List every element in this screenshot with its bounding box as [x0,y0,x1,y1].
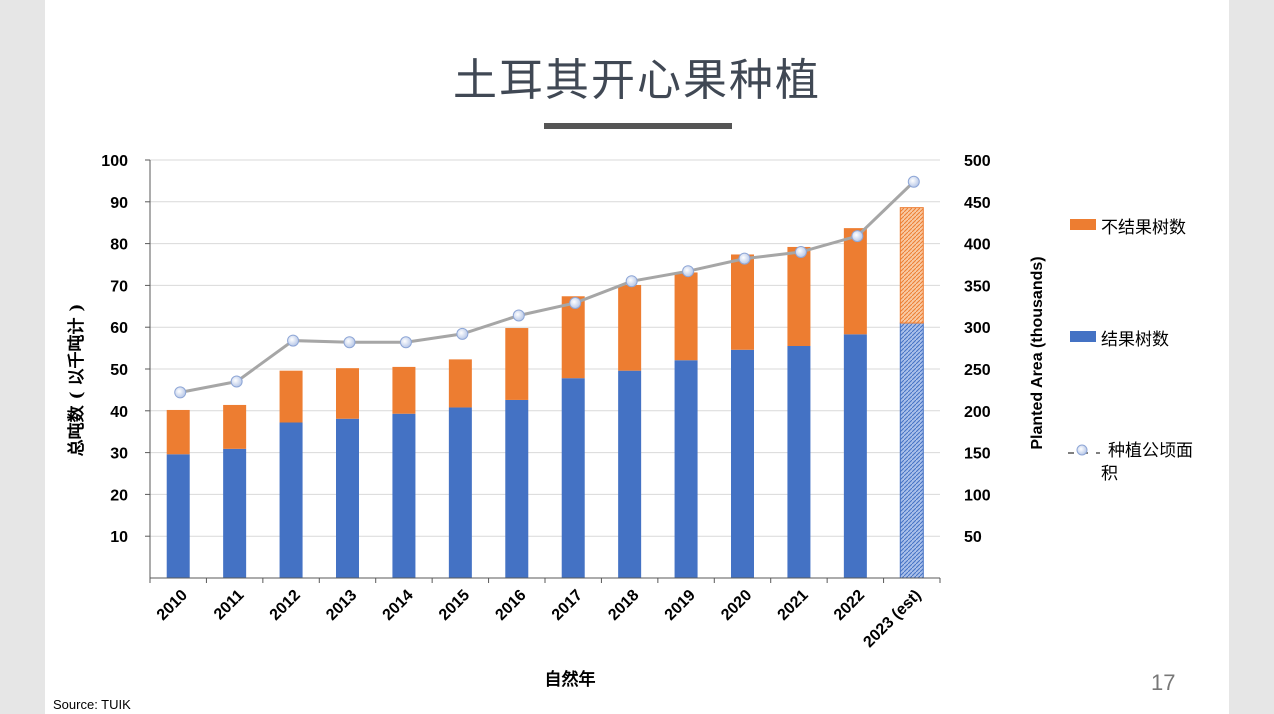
page-number: 17 [1151,670,1176,695]
bar-bearing-trees [561,378,585,578]
bar-nonbearing-trees [223,404,247,449]
x-tick-label: 2022 [831,587,868,624]
x-tick-label: 2021 [775,587,812,624]
x-tick-label: 2012 [267,587,304,624]
title-underline [544,123,732,129]
x-tick-label: 2023 (est) [860,587,924,651]
bar-nonbearing-trees [787,246,811,347]
y-axis-left-title: 总吨数 ( 以千吨计 ) [66,304,87,457]
legend-marker-area [1076,444,1088,456]
bar-nonbearing-trees [505,328,529,400]
y-left-tick-label: 60 [110,320,128,337]
bar-nonbearing-trees [618,284,642,371]
bar-bearing-trees [899,322,924,579]
bar-bearing-trees [505,399,529,578]
x-tick-label: 2015 [436,587,473,624]
bar-bearing-trees [843,334,867,578]
y-left-tick-label: 40 [110,404,128,421]
y-right-tick-label: 350 [964,278,991,295]
x-tick-label: 2019 [662,587,699,624]
x-tick-label: 2010 [154,587,191,624]
bar-bearing-trees [448,407,472,578]
bar-nonbearing-trees [843,228,867,335]
bar-bearing-trees [336,418,359,578]
bar-bearing-trees [731,349,754,578]
bar-nonbearing-trees [899,207,924,324]
bar-bearing-trees [279,422,303,578]
bar-nonbearing-trees [448,359,472,408]
x-tick-label: 2013 [323,587,360,624]
x-tick-label: 2020 [718,587,755,624]
bar-bearing-trees [166,454,190,578]
planted-area-point [512,309,525,322]
legend-label-area-line1: 种植公顷面 [1108,441,1193,461]
y-left-tick-label: 70 [110,278,128,295]
y-left-tick-label: 100 [101,153,128,170]
bar-nonbearing-trees [561,296,585,379]
y-left-tick-label: 20 [110,487,128,504]
legend-label-bearing: 结果树数 [1101,330,1169,350]
planted-area-point [230,375,243,388]
bar-nonbearing-trees [279,370,303,423]
bar-bearing-trees [787,346,811,578]
legend-swatch-nonbearing [1070,219,1096,230]
planted-area-point [456,327,469,340]
y-right-tick-label: 300 [964,320,991,337]
planted-area-point [682,265,695,278]
y-left-tick-label: 50 [110,362,128,379]
legend-label-nonbearing: 不结果树数 [1101,218,1186,238]
bar-nonbearing-trees [731,254,754,350]
bar-nonbearing-trees [336,368,359,419]
y-right-tick-label: 400 [964,237,991,254]
y-right-tick-label: 100 [964,487,991,504]
bar-bearing-trees [223,448,247,578]
bar-nonbearing-trees [674,272,698,361]
y-left-tick-label: 10 [110,529,128,546]
legend-label-area-line2: 积 [1101,464,1118,484]
x-tick-label: 2018 [605,587,642,624]
x-tick-label: 2017 [549,587,586,624]
bar-bearing-trees [618,370,642,578]
planted-area-point [343,336,356,349]
y-right-tick-label: 200 [964,404,991,421]
planted-area-point [399,336,412,349]
x-tick-label: 2016 [492,587,529,624]
planted-area-point [907,175,920,188]
y-left-tick-label: 80 [110,237,128,254]
y-left-tick-label: 90 [110,195,128,212]
y-axis-right-title: Planted Area (thousands) [1029,256,1046,449]
planted-area-point [625,275,638,288]
planted-area-point [738,252,751,265]
bar-nonbearing-trees [166,409,190,455]
slide-title: 土耳其开心果种植 [453,55,821,106]
bar-bearing-trees [674,360,698,578]
bar-bearing-trees [392,413,416,578]
planted-area-point [851,230,864,243]
planted-area-line [179,180,915,394]
planted-area-point [569,296,582,309]
y-right-tick-label: 50 [964,529,982,546]
planted-area-point [287,334,300,347]
x-tick-label: 2014 [380,587,417,624]
y-right-tick-label: 250 [964,362,991,379]
y-right-tick-label: 500 [964,153,991,170]
bar-nonbearing-trees [392,366,416,414]
x-axis-title: 自然年 [545,669,596,690]
y-right-tick-label: 450 [964,195,991,212]
x-tick-label: 2011 [211,587,248,624]
planted-area-point [794,245,807,258]
source-note: Source: TUIK [53,697,131,712]
y-left-tick-label: 30 [110,446,128,463]
legend-swatch-bearing [1070,331,1096,342]
planted-area-point [174,386,187,399]
y-right-tick-label: 150 [964,446,991,463]
